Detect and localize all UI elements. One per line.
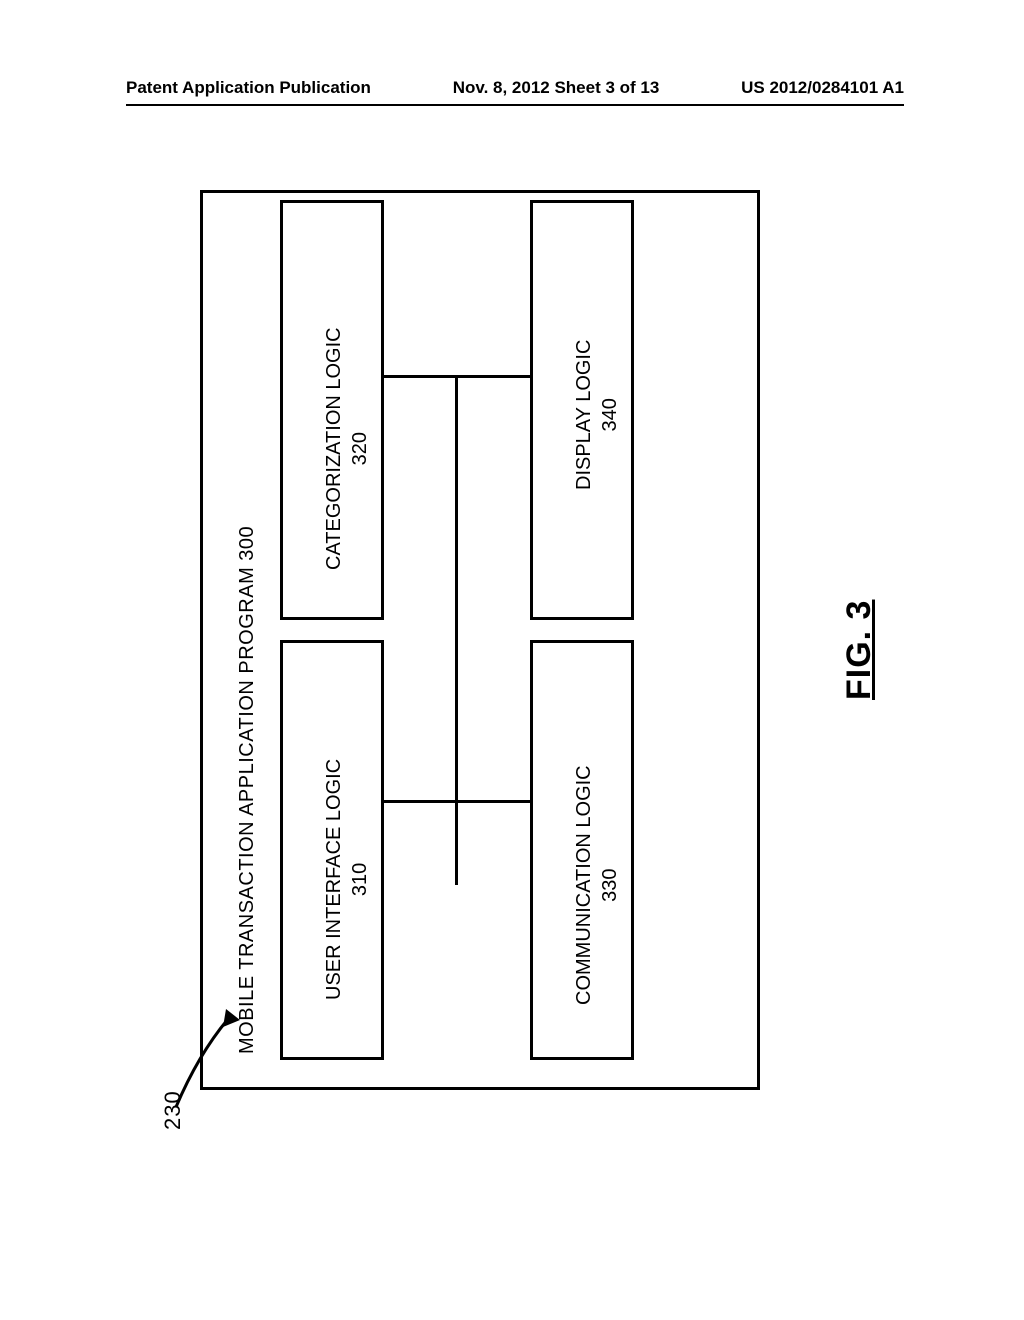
disp-title: DISPLAY LOGIC bbox=[573, 340, 595, 490]
page: Patent Application Publication Nov. 8, 2… bbox=[0, 0, 1024, 1320]
cat-ref: 320 bbox=[349, 432, 371, 465]
display-logic-label: DISPLAY LOGIC 340 bbox=[571, 340, 623, 490]
header-right: US 2012/0284101 A1 bbox=[741, 78, 904, 98]
connector-ui bbox=[384, 800, 458, 803]
connector-vertical-bus bbox=[455, 375, 458, 885]
connector-comm bbox=[455, 800, 530, 803]
header-row: Patent Application Publication Nov. 8, 2… bbox=[126, 78, 904, 98]
connector-disp bbox=[455, 375, 530, 378]
header-rule bbox=[126, 104, 904, 106]
figure-label: FIG. 3 bbox=[840, 600, 879, 700]
ui-title: USER INTERFACE LOGIC bbox=[323, 759, 345, 1000]
comm-ref: 330 bbox=[599, 869, 621, 902]
comm-title: COMMUNICATION LOGIC bbox=[573, 765, 595, 1005]
page-header: Patent Application Publication Nov. 8, 2… bbox=[0, 78, 1024, 106]
header-left: Patent Application Publication bbox=[126, 78, 371, 98]
header-center: Nov. 8, 2012 Sheet 3 of 13 bbox=[453, 78, 660, 98]
connector-cat bbox=[384, 375, 458, 378]
program-container-title: MOBILE TRANSACTION APPLICATION PROGRAM 3… bbox=[236, 526, 259, 1054]
cat-title: CATEGORIZATION LOGIC bbox=[323, 327, 345, 570]
user-interface-logic-label: USER INTERFACE LOGIC 310 bbox=[321, 759, 373, 1000]
categorization-logic-label: CATEGORIZATION LOGIC 320 bbox=[321, 327, 373, 570]
disp-ref: 340 bbox=[599, 398, 621, 431]
communication-logic-label: COMMUNICATION LOGIC 330 bbox=[571, 765, 623, 1005]
ui-ref: 310 bbox=[349, 863, 371, 896]
